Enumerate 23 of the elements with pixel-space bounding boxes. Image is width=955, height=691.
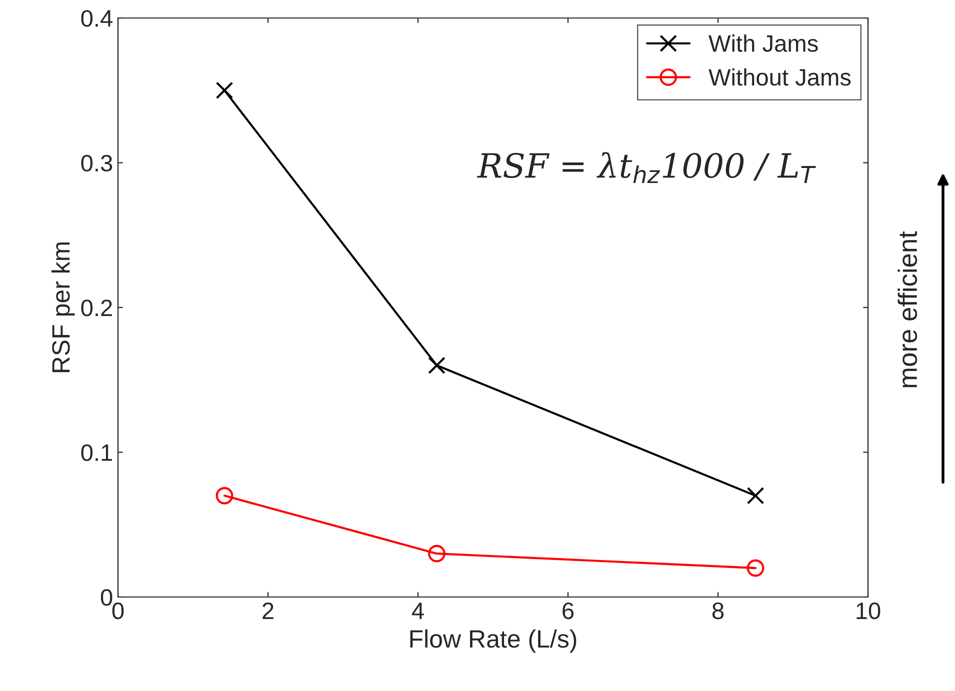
y-axis-title: RSF per km xyxy=(51,242,75,372)
legend-label: Without Jams xyxy=(708,68,851,86)
y-tick-label: 0 xyxy=(100,589,112,606)
y-tick-label: 0.2 xyxy=(81,300,112,316)
point xyxy=(428,544,446,562)
x-tick-label: 2 xyxy=(262,602,274,619)
annotation: RSF = λt$_{hz}$1000 / L$_{T}$ xyxy=(476,152,816,184)
y-tick-label: 0.4 xyxy=(81,10,112,27)
point xyxy=(216,486,234,504)
legend-label: With Jams xyxy=(708,34,818,52)
y-tick-label: 0.1 xyxy=(81,444,112,462)
point xyxy=(428,356,446,374)
point xyxy=(746,486,764,504)
x-tick-label: 8 xyxy=(712,602,724,620)
x-tick-label: 10 xyxy=(856,602,880,620)
point xyxy=(216,82,234,100)
x-tick-label: 0 xyxy=(112,602,124,620)
text: more efficient xyxy=(898,231,918,388)
x-tick-label: 4 xyxy=(412,602,424,619)
y-tick-label: 0.3 xyxy=(81,154,112,172)
x-axis-title: Flow Rate (L/s) xyxy=(410,629,576,653)
point xyxy=(746,559,764,577)
x-tick-label: 6 xyxy=(562,602,574,620)
